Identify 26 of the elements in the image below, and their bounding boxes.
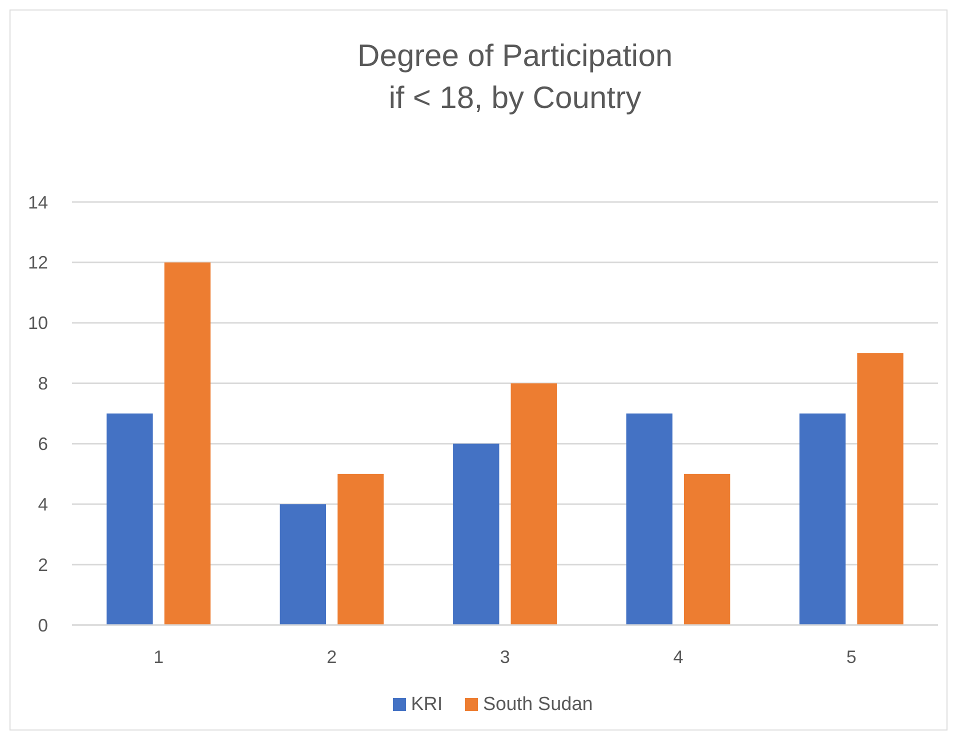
y-tick-label: 12 (28, 252, 48, 273)
x-tick-label: 3 (500, 647, 510, 667)
bar (453, 444, 500, 625)
y-tick-label: 6 (38, 434, 48, 454)
x-tick-label: 2 (326, 647, 337, 667)
y-tick-label: 4 (38, 494, 48, 514)
bar (280, 504, 326, 625)
legend-label: KRI (411, 694, 443, 715)
y-tick-label: 2 (38, 554, 48, 575)
bar (857, 353, 904, 625)
bar (684, 474, 730, 625)
x-tick-label: 5 (846, 647, 856, 667)
bar (626, 414, 672, 625)
y-tick-label: 14 (28, 192, 48, 212)
chart-title: Degree of Participation if < 18, by Country (357, 38, 673, 115)
y-tick-label: 0 (38, 615, 48, 636)
bar (338, 474, 384, 625)
bar (164, 262, 211, 625)
bar (510, 383, 557, 625)
bar (106, 414, 153, 625)
bar (799, 414, 846, 625)
y-tick-label: 8 (38, 374, 48, 394)
legend-label: South Sudan (483, 694, 593, 715)
y-tick-label: 10 (28, 313, 48, 334)
x-tick-label: 1 (154, 647, 164, 667)
x-tick-label: 4 (673, 647, 684, 667)
